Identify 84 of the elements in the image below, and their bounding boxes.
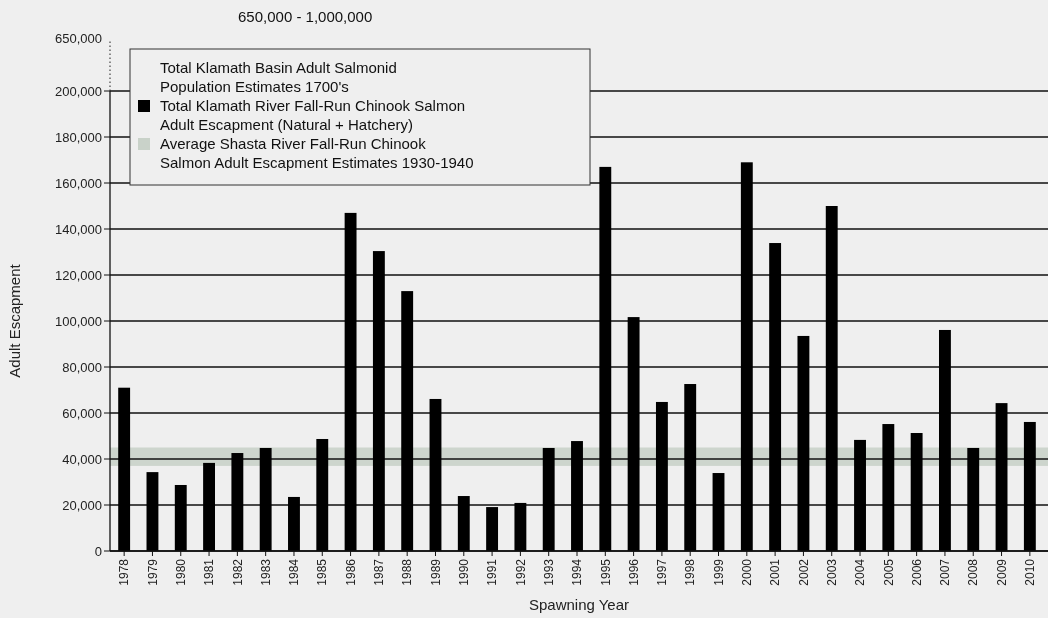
y-tick-label: 160,000 — [55, 175, 102, 191]
y-tick-label: 200,000 — [55, 83, 102, 99]
x-tick-label: 1999 — [711, 558, 726, 586]
x-tick-label: 1990 — [456, 558, 471, 586]
y-tick-label: 100,000 — [55, 313, 102, 329]
bar — [854, 439, 866, 551]
x-tick-label: 1991 — [485, 558, 500, 586]
bar — [316, 438, 329, 551]
bar — [571, 441, 583, 551]
bar — [740, 162, 753, 551]
x-tick-label: 2009 — [994, 558, 1009, 586]
x-tick-label: 1979 — [145, 558, 160, 586]
bar — [995, 403, 1008, 551]
bar — [627, 317, 640, 551]
bar — [231, 453, 244, 551]
bar — [967, 447, 980, 551]
x-tick-label: 2002 — [796, 558, 811, 586]
x-tick-label: 1978 — [117, 558, 132, 586]
bar — [514, 502, 527, 551]
x-tick-label: 1981 — [202, 558, 217, 586]
x-tick-label: 2010 — [1023, 558, 1038, 586]
bar — [118, 387, 131, 551]
y-tick-label: 180,000 — [55, 129, 102, 145]
y-tick-label: 60,000 — [62, 405, 102, 421]
y-tick-label: 120,000 — [55, 267, 102, 283]
y-tick-label: 40,000 — [62, 451, 102, 467]
bar — [712, 473, 725, 551]
legend-label: Average Shasta River Fall-Run Chinook Salmon Adult Escapment Estimates 1930-1940 — [160, 135, 474, 171]
x-tick-label: 1993 — [541, 558, 556, 586]
bar — [769, 243, 782, 551]
bar — [825, 206, 838, 551]
x-tick-label: 1989 — [428, 558, 443, 586]
x-tick-label: 2003 — [824, 558, 839, 586]
x-tick-label: 1988 — [400, 558, 415, 586]
bar — [910, 433, 923, 551]
x-tick-label: 1983 — [258, 558, 273, 586]
bar — [429, 398, 442, 551]
x-tick-label: 2008 — [966, 558, 981, 586]
y-axis-title: Adult Escapment — [6, 263, 23, 378]
bar — [174, 484, 187, 551]
bar — [684, 384, 697, 551]
bar — [655, 401, 668, 551]
bar — [259, 447, 272, 551]
x-tick-label: 2005 — [881, 558, 896, 586]
x-tick-label: 1997 — [655, 558, 670, 586]
x-tick-label: 2001 — [768, 558, 783, 586]
x-tick-label: 1994 — [570, 558, 585, 586]
x-tick-label: 1987 — [372, 558, 387, 586]
text: 650,000 — [55, 30, 102, 46]
x-axis-title: Spawning Year — [528, 596, 630, 613]
text: 650,000 - 1,000,000 — [238, 8, 373, 25]
x-tick-label: 1995 — [598, 558, 613, 586]
x-tick-label: 1986 — [343, 558, 358, 586]
x-tick-label: 2004 — [853, 558, 868, 586]
bar — [344, 212, 357, 551]
x-tick-label: 1980 — [173, 558, 188, 586]
bar — [372, 251, 385, 551]
bar — [401, 291, 414, 551]
x-tick-label: 1998 — [683, 558, 698, 586]
legend-label: Total Klamath River Fall-Run Chinook Salmon Adult Escapment (Natural + Hatchery) — [160, 97, 466, 133]
annotation: Total Klamath Basin Adult Salmonid Population Estimates 1700's — [160, 59, 397, 95]
y-tick-label: 80,000 — [62, 359, 102, 375]
x-tick-label: 1996 — [626, 558, 641, 586]
x-tick-label: 2007 — [938, 558, 953, 586]
x-tick-label: 1985 — [315, 558, 330, 586]
x-tick-label: 1982 — [230, 558, 245, 586]
y-tick-label: 20,000 — [62, 497, 102, 513]
x-tick-label: 2000 — [740, 558, 755, 586]
x-tick-label: 1992 — [513, 558, 528, 586]
bar — [542, 447, 555, 551]
bar — [486, 507, 499, 551]
bar — [146, 472, 159, 551]
bar — [599, 166, 612, 551]
x-tick-label: 1984 — [287, 558, 302, 586]
bar — [882, 424, 895, 551]
bar — [203, 462, 215, 551]
y-tick-label: 0 — [94, 543, 102, 559]
bar — [797, 335, 810, 551]
x-tick-label: 2006 — [909, 558, 924, 586]
bar — [939, 329, 951, 551]
bar — [288, 496, 300, 551]
y-tick-label: 140,000 — [55, 221, 102, 237]
bar — [457, 496, 470, 551]
bar — [1023, 421, 1036, 551]
